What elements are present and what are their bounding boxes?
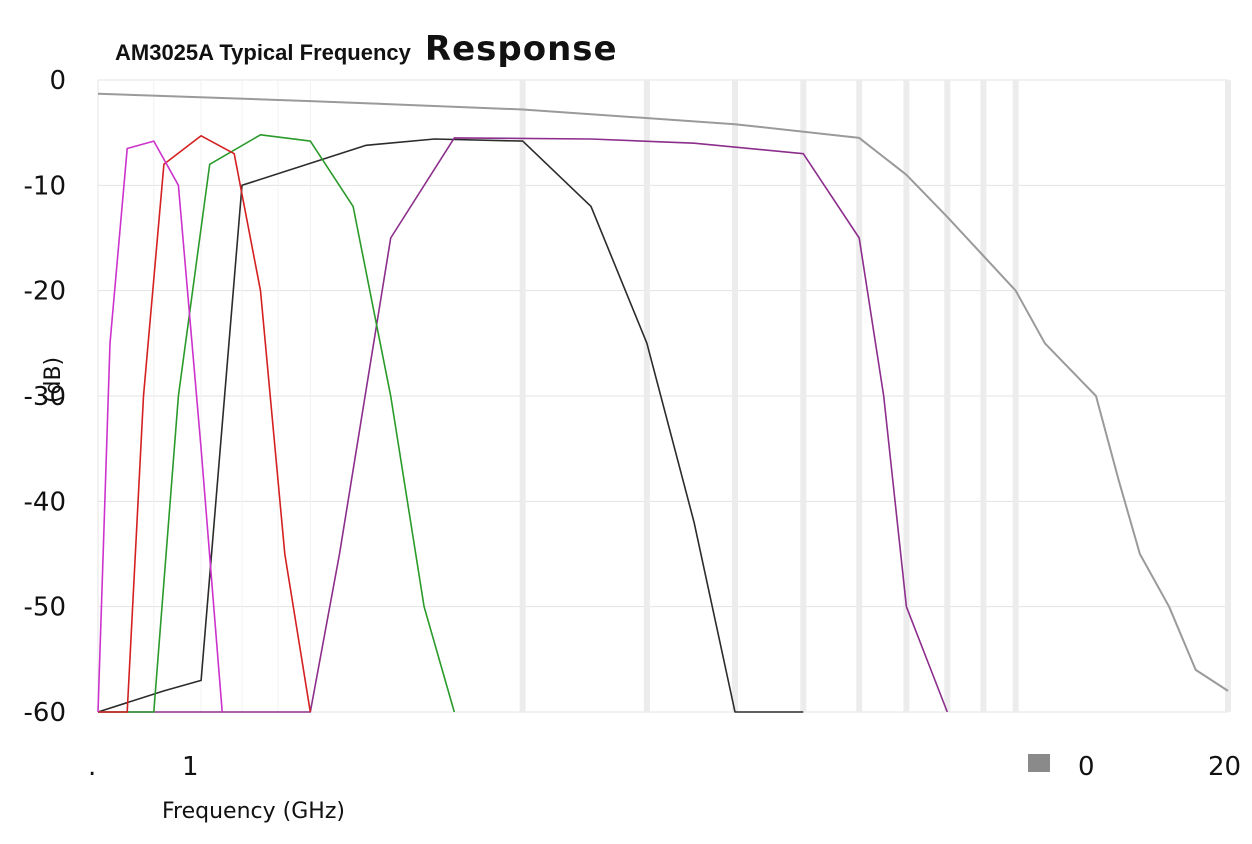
series-line: [97, 140, 223, 713]
y-tick-labels: 0 -10 -20 -30 -40 -50 -60: [24, 66, 66, 728]
series-line: [98, 137, 949, 713]
series-line: [97, 138, 804, 713]
y-tick-label: -50: [24, 593, 66, 623]
chart-title-part2: Response: [425, 29, 618, 69]
x-tick-label-0: 0: [1078, 752, 1095, 782]
chart-title: AM3025A Typical Frequency Response: [115, 29, 618, 69]
y-axis-label: (dB): [41, 357, 66, 403]
x-tick-label-1: 1: [182, 752, 199, 782]
y-tick-label: -30: [24, 382, 66, 412]
x-axis-label: Frequency (GHz): [162, 799, 345, 824]
y-tick-label: 0: [49, 66, 66, 96]
series-line: [97, 92, 1229, 692]
y-tick-label: -40: [24, 487, 66, 517]
series-line: [98, 134, 456, 713]
series-line: [98, 135, 312, 713]
series-layer: [97, 92, 1229, 713]
x-tick-label-dot: .: [88, 752, 96, 782]
y-tick-label: -10: [24, 171, 66, 201]
grid: [98, 80, 1231, 712]
x-tick-smudge: [1028, 754, 1050, 772]
y-tick-label: -60: [24, 698, 66, 728]
y-tick-label: -20: [24, 277, 66, 307]
x-tick-label-20: 20: [1208, 752, 1241, 782]
chart-title-part1: AM3025A Typical Frequency: [115, 40, 412, 65]
